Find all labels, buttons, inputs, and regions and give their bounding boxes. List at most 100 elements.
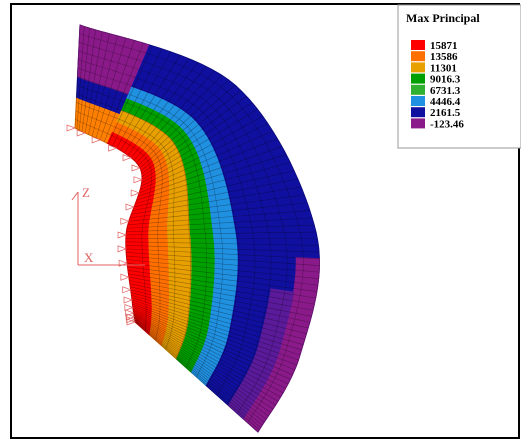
legend-title: Max Principal: [406, 11, 480, 25]
constraint-marker: [125, 309, 135, 317]
mesh-line: [130, 286, 309, 329]
mesh-line: [88, 33, 110, 135]
legend-swatch: [411, 107, 425, 118]
legend-value: 2161.5: [430, 107, 461, 119]
constraint-marker: [120, 273, 130, 281]
constraint-marker: [130, 189, 141, 197]
mesh-line: [132, 308, 291, 380]
mesh-line: [133, 310, 289, 385]
legend-value: 11301: [430, 62, 457, 74]
mesh-line: [140, 130, 273, 190]
mesh-line: [133, 316, 274, 410]
legend-value: 15871: [430, 40, 458, 52]
legend-value: 6731.3: [430, 85, 461, 97]
mesh-line: [131, 297, 302, 351]
mesh-line: [141, 96, 247, 174]
legend-swatch: [411, 51, 425, 62]
mesh-line: [134, 321, 260, 431]
mesh-line: [76, 84, 207, 368]
mesh-line: [127, 210, 310, 226]
mesh-line: [128, 273, 315, 305]
mesh-line: [133, 315, 276, 406]
mesh-line: [112, 48, 162, 147]
mesh-line: [126, 217, 313, 229]
mesh-line: [84, 31, 103, 134]
mesh-line: [130, 66, 207, 158]
mesh-line: [133, 314, 279, 402]
mesh-line: [139, 84, 236, 169]
legend-value: -123.46: [430, 118, 464, 130]
mesh-line: [79, 41, 288, 414]
mesh-line: [76, 93, 191, 359]
constraint-marker: [66, 124, 76, 132]
legend-value: 13586: [430, 51, 458, 63]
constraint-marker: [91, 136, 102, 144]
mesh-line: [133, 70, 215, 161]
mesh-line: [130, 292, 305, 340]
constraint-marker: [133, 176, 143, 184]
mesh-line: [132, 303, 297, 366]
mesh-line: [127, 62, 199, 156]
mesh-line: [103, 42, 144, 142]
mesh-line: [131, 299, 301, 356]
mesh-line: [75, 110, 163, 341]
mesh-line: [125, 241, 319, 246]
legend-swatch: [411, 73, 425, 84]
mesh-line: [77, 67, 240, 387]
legend-swatch: [411, 62, 425, 73]
mesh-line: [125, 244, 320, 253]
mesh-line: [74, 24, 81, 129]
constraint-marker: [126, 316, 136, 324]
mesh-line: [134, 321, 259, 433]
mesh-line: [138, 79, 229, 166]
mesh-line: [127, 270, 316, 299]
mesh-line: [125, 231, 317, 236]
legend-swatch: [411, 118, 425, 129]
mesh-line: [133, 312, 284, 394]
mesh-line: [78, 59, 256, 396]
axis-tick: [71, 191, 79, 201]
mesh-line: [132, 178, 298, 211]
mesh-line: [129, 194, 305, 219]
mesh-line: [134, 317, 271, 413]
mesh-line: [76, 26, 85, 130]
mesh-line: [134, 319, 265, 423]
mesh-line: [141, 102, 253, 177]
stress-band: [227, 288, 295, 420]
mesh-line: [132, 305, 295, 371]
mesh-model: [66, 24, 321, 433]
mesh-line: [91, 35, 118, 137]
mesh-line: [135, 162, 291, 204]
axis-triad: [71, 191, 145, 266]
constraint-marker: [126, 318, 136, 326]
constraint-marker: [123, 296, 133, 304]
mesh-line: [95, 38, 127, 139]
mesh-line: [75, 119, 153, 332]
mesh-line: [99, 40, 135, 140]
constraint-marker: [120, 217, 130, 225]
legend-swatch: [411, 96, 425, 106]
mesh-line: [139, 138, 278, 194]
mesh-line: [131, 294, 304, 345]
mesh-line: [133, 170, 295, 208]
mesh-line: [79, 24, 320, 433]
mesh-line: [108, 45, 153, 144]
constraint-marker: [122, 154, 133, 162]
mesh-line: [134, 320, 263, 426]
mesh-line: [128, 276, 313, 311]
legend: Max Principal 1587113586113019016.36731.…: [397, 4, 521, 149]
mesh-line: [137, 146, 282, 197]
mesh-line: [133, 313, 281, 398]
mesh-line: [126, 224, 315, 232]
mesh-line: [136, 74, 223, 163]
mesh-line: [129, 283, 310, 323]
constraint-marker: [122, 286, 132, 294]
mesh-line: [124, 58, 190, 153]
legend-value: 4446.4: [430, 96, 461, 108]
mesh-line: [131, 186, 302, 215]
mesh-line: [78, 28, 90, 131]
mesh-line: [77, 76, 224, 378]
constraint-marker: [117, 231, 127, 239]
mesh-line: [127, 262, 318, 286]
